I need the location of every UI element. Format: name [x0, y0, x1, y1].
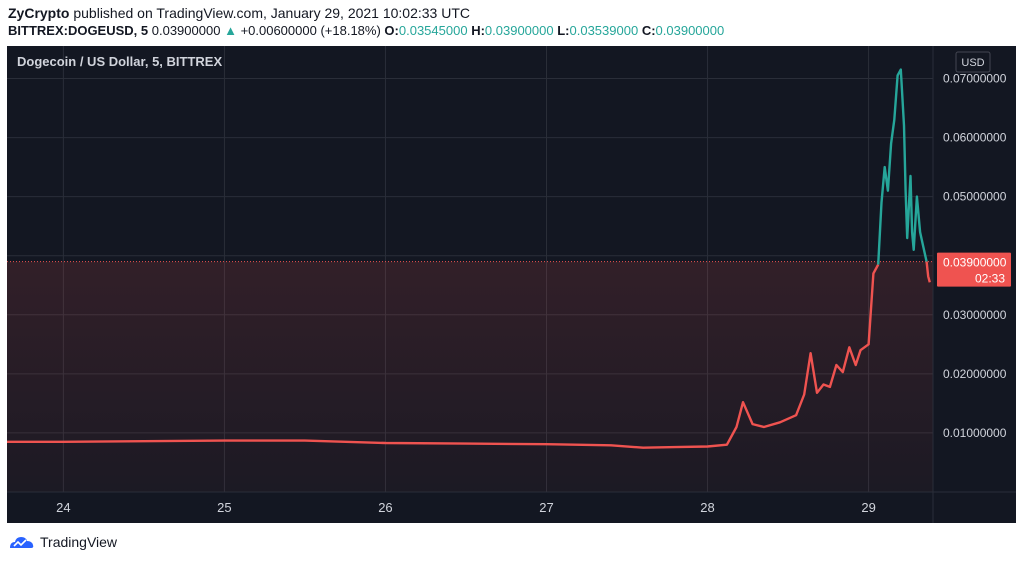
publisher-name[interactable]: ZyCrypto: [8, 5, 70, 21]
price-tick-label: 0.05000000: [943, 190, 1007, 204]
high-value: 0.03900000: [484, 23, 554, 38]
currency-label: USD: [961, 57, 984, 69]
footer-brand[interactable]: TradingView: [8, 534, 117, 550]
change-value: +0.00600000 (+18.18%): [240, 23, 381, 38]
currency-button[interactable]: USD: [955, 51, 991, 73]
last-price-tag: 0.03900000 02:33: [937, 252, 1011, 287]
low-label: L:: [557, 23, 570, 38]
chart-title: Dogecoin / US Dollar, 5, BITTREX: [17, 54, 222, 69]
price-chart[interactable]: 0.01000000 0.02000000 0.03000000 0.05000000…: [7, 46, 1016, 523]
price-tick-label: 0.06000000: [943, 131, 1007, 145]
time-tick-label: 28: [700, 500, 714, 515]
time-scale[interactable]: 24 25 26 27 28 29: [56, 500, 876, 515]
price-line-below-last: [7, 264, 880, 449]
time-tick-label: 29: [861, 500, 875, 515]
price-line-last-tail: [925, 261, 931, 283]
close-label: C:: [641, 23, 656, 38]
close-value: 0.03900000: [655, 23, 725, 38]
last-price-label: 0.03900000: [943, 256, 1007, 270]
time-tick-label: 26: [378, 500, 392, 515]
price-series: [7, 68, 931, 449]
price-tick-label: 0.03000000: [943, 308, 1007, 322]
price-tick-label: 0.07000000: [943, 71, 1007, 85]
ohlc-bar: BITTREX:DOGEUSD, 5 0.03900000 ▲ +0.00600…: [8, 23, 724, 38]
low-value: 0.03539000: [569, 23, 639, 38]
price-line-above-last: [877, 68, 928, 265]
price-tick-label: 0.01000000: [943, 426, 1007, 440]
tradingview-logo-icon: [10, 537, 34, 548]
time-tick-label: 27: [539, 500, 553, 515]
price-scale[interactable]: 0.01000000 0.02000000 0.03000000 0.05000000…: [943, 71, 1007, 439]
open-value: 0.03545000: [398, 23, 468, 38]
last-value: 0.03900000: [151, 23, 221, 38]
high-label: H:: [471, 23, 485, 38]
chart-panel[interactable]: 0.01000000 0.02000000 0.03000000 0.05000000…: [7, 46, 1016, 523]
countdown-label: 02:33: [975, 272, 1005, 286]
time-tick-label: 25: [217, 500, 231, 515]
open-label: O:: [384, 23, 399, 38]
published-text: published on TradingView.com, January 29…: [73, 5, 471, 21]
publish-info: ZyCrypto published on TradingView.com, J…: [8, 5, 470, 21]
symbol-label: BITTREX:DOGEUSD, 5: [8, 23, 149, 38]
price-area-fill: [7, 261, 933, 492]
price-tick-label: 0.02000000: [943, 367, 1007, 381]
up-arrow-icon: ▲: [224, 23, 237, 38]
time-tick-label: 24: [56, 500, 70, 515]
brand-name: TradingView: [40, 534, 118, 550]
